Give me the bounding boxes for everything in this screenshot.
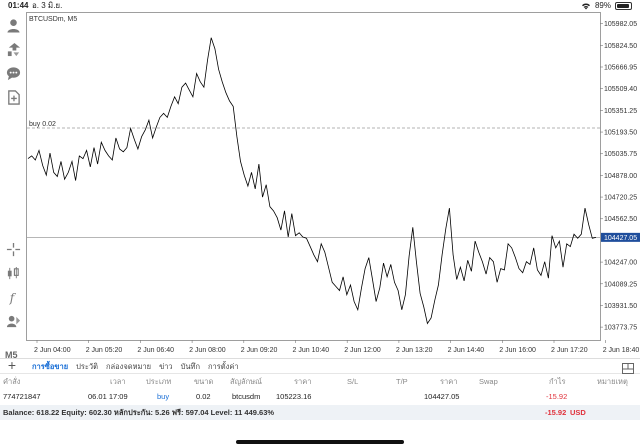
table-header-row: คำสั่ง เวลา ประเภท ขนาด สัญลักษณ์ ราคา S… bbox=[0, 374, 640, 389]
time-tick-label: 2 Jun 12:00 bbox=[344, 347, 381, 354]
price-tick-label: 105666.95 bbox=[604, 65, 637, 72]
time-tick-label: 2 Jun 14:40 bbox=[448, 347, 485, 354]
price-tick-label: 105351.25 bbox=[604, 108, 637, 115]
price-tick-label: 103773.75 bbox=[604, 325, 637, 332]
price-tick-label: 104089.25 bbox=[604, 281, 637, 288]
balance-summary: Balance: 618.22 Equity: 602.30 หลักประกั… bbox=[3, 408, 275, 417]
time-tick-label: 2 Jun 04:00 bbox=[34, 347, 71, 354]
left-toolbar: f M5 bbox=[0, 12, 26, 360]
tab-history[interactable]: ประวัติ bbox=[76, 362, 99, 371]
header-symbol: สัญลักษณ์ bbox=[230, 377, 263, 386]
indicators-candles-icon[interactable] bbox=[4, 264, 22, 282]
cell-type: buy bbox=[157, 392, 170, 401]
price-chart[interactable]: BTCUSDm, M5 105982.05 105824.50 105666.95 1… bbox=[26, 12, 640, 358]
trade-arrows-icon[interactable] bbox=[4, 40, 22, 58]
current-price-label: 104427.05 bbox=[604, 235, 637, 242]
time-tick-label: 2 Jun 09:20 bbox=[241, 347, 278, 354]
header-type: ประเภท bbox=[146, 377, 172, 386]
header-time: เวลา bbox=[110, 377, 126, 386]
cell-symbol: btcusdm bbox=[232, 392, 261, 401]
add-icon[interactable]: + bbox=[7, 357, 17, 373]
current-price-tag bbox=[601, 232, 640, 242]
price-tick-label: 104720.25 bbox=[604, 195, 637, 202]
time-tick-label: 2 Jun 06:40 bbox=[137, 347, 174, 354]
objects-icon[interactable] bbox=[4, 312, 22, 330]
cell-open-price: 105223.16 bbox=[276, 392, 312, 401]
battery-icon bbox=[615, 2, 632, 10]
terminal-tabs-bar: + การซื้อขาย ประวัติ กล่องจดหมาย ข่าว บั… bbox=[0, 358, 640, 374]
tab-trade[interactable]: การซื้อขาย bbox=[32, 362, 69, 371]
header-profit: กำไร bbox=[549, 377, 566, 386]
header-tp: T/P bbox=[396, 377, 408, 386]
total-profit: -15.92 bbox=[545, 408, 567, 417]
cell-volume: 0.02 bbox=[196, 392, 211, 401]
status-date: อ. 3 มิ.ย. bbox=[32, 1, 63, 10]
header-price2: ราคา bbox=[440, 377, 458, 386]
time-tick-label: 2 Jun 16:00 bbox=[499, 347, 536, 354]
tab-settings[interactable]: การตั้งค่า bbox=[208, 362, 239, 371]
balance-bar: Balance: 618.22 Equity: 602.30 หลักประกั… bbox=[0, 405, 640, 420]
chat-icon[interactable] bbox=[4, 64, 22, 82]
account-icon[interactable] bbox=[4, 16, 22, 34]
price-tick-label: 104247.00 bbox=[604, 260, 637, 267]
cell-time: 06.01 17:09 bbox=[88, 392, 128, 401]
table-row[interactable]: 774721847 06.01 17:09 buy 0.02 btcusdm 1… bbox=[0, 389, 640, 404]
time-tick-label: 2 Jun 10:40 bbox=[293, 347, 330, 354]
time-axis: 2 Jun 04:00 2 Jun 05:20 2 Jun 06:40 2 Jun 0… bbox=[34, 340, 639, 354]
terminal-tabs: การซื้อขาย ประวัติ กล่องจดหมาย ข่าว บันท… bbox=[32, 361, 239, 373]
tab-mailbox[interactable]: กล่องจดหมาย bbox=[106, 362, 152, 371]
tab-news[interactable]: ข่าว bbox=[159, 362, 173, 371]
header-swap: Swap bbox=[479, 377, 498, 386]
price-tick-label: 104562.50 bbox=[604, 216, 637, 223]
svg-text:f: f bbox=[8, 291, 16, 305]
price-tick-label: 105193.50 bbox=[604, 130, 637, 137]
price-tick-label: 105035.75 bbox=[604, 151, 637, 158]
header-comment: หมายเหตุ bbox=[597, 377, 628, 386]
tab-journal[interactable]: บันทึก bbox=[180, 362, 201, 371]
home-indicator bbox=[236, 440, 404, 444]
price-tick-label: 103931.50 bbox=[604, 303, 637, 310]
chart-frame bbox=[26, 12, 601, 341]
new-order-icon[interactable] bbox=[4, 88, 22, 106]
time-tick-label: 2 Jun 05:20 bbox=[86, 347, 123, 354]
header-price: ราคา bbox=[294, 377, 312, 386]
total-profit-currency: USD bbox=[570, 408, 586, 417]
layout-icon[interactable] bbox=[622, 361, 634, 374]
cell-profit: -15.92 bbox=[546, 392, 568, 401]
chart-symbol-label: BTCUSDm, M5 bbox=[29, 16, 77, 23]
price-tick-label: 105982.05 bbox=[604, 21, 637, 28]
wifi-icon bbox=[581, 3, 590, 10]
status-right: 89% bbox=[581, 0, 632, 12]
price-series-line bbox=[27, 37, 597, 325]
battery-percent: 89% bbox=[594, 1, 611, 10]
price-axis: 105982.05 105824.50 105666.95 105509.40 1053… bbox=[600, 21, 637, 332]
price-tick-label: 105824.50 bbox=[604, 43, 637, 50]
chart-canvas: BTCUSDm, M5 105982.05105824.50105666.951… bbox=[26, 12, 640, 354]
crosshair-icon[interactable] bbox=[4, 240, 22, 258]
status-bar: 01:44 อ. 3 มิ.ย. 89% bbox=[0, 0, 640, 12]
positions-table: คำสั่ง เวลา ประเภท ขนาด สัญลักษณ์ ราคา S… bbox=[0, 374, 640, 404]
time-tick-label: 2 Jun 08:00 bbox=[189, 347, 226, 354]
time-tick-label: 2 Jun 17:20 bbox=[551, 347, 588, 354]
cell-current-price: 104427.05 bbox=[424, 392, 460, 401]
price-tick-label: 105509.40 bbox=[604, 86, 637, 93]
time-tick-label: 2 Jun 13:20 bbox=[396, 347, 433, 354]
header-volume: ขนาด bbox=[194, 377, 214, 386]
price-tick-label: 104878.00 bbox=[604, 173, 637, 180]
header-sl: S/L bbox=[347, 377, 359, 386]
header-order: คำสั่ง bbox=[3, 377, 21, 386]
timeframe-button[interactable]: M5 bbox=[5, 350, 18, 360]
order-line-label: buy 0.02 bbox=[29, 121, 56, 128]
function-icon[interactable]: f bbox=[4, 288, 22, 306]
status-time: 01:44 bbox=[8, 1, 29, 10]
cell-order: 774721847 bbox=[3, 392, 41, 401]
time-tick-label: 2 Jun 18:40 bbox=[603, 347, 640, 354]
